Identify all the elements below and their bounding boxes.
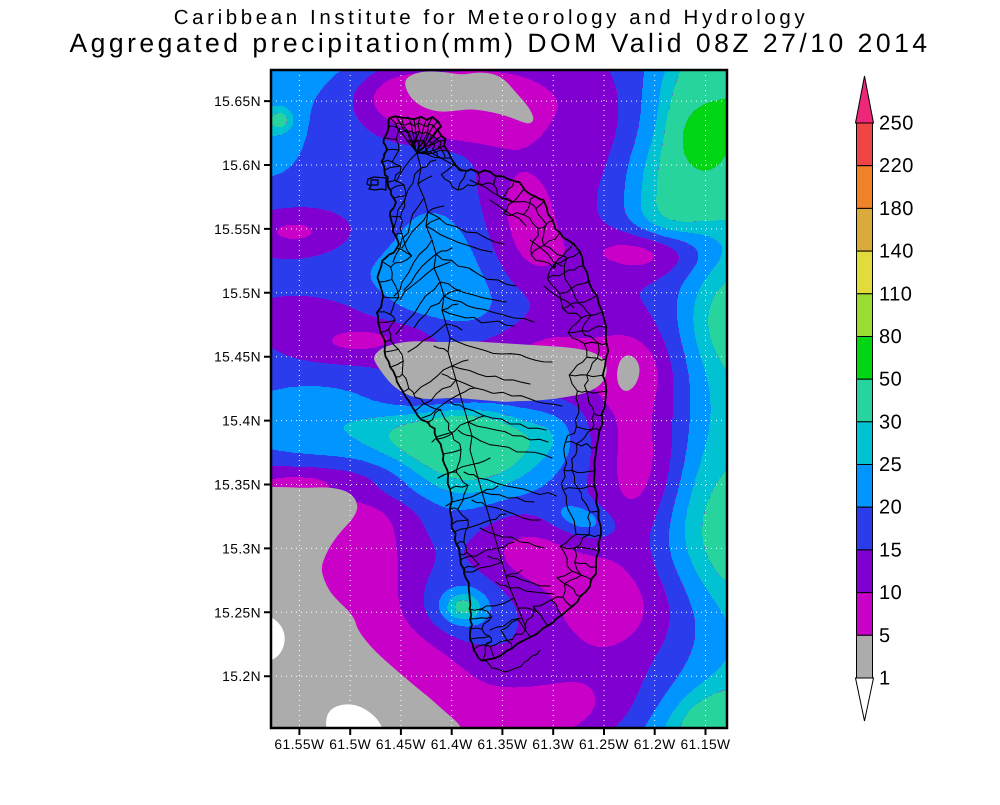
svg-text:15.3N: 15.3N	[222, 541, 261, 556]
svg-text:20: 20	[879, 497, 902, 519]
svg-text:15.35N: 15.35N	[214, 478, 261, 493]
svg-text:61.5W: 61.5W	[329, 737, 371, 752]
svg-text:61.55W: 61.55W	[274, 737, 324, 752]
svg-text:15.65N: 15.65N	[214, 94, 261, 109]
svg-text:61.35W: 61.35W	[477, 737, 527, 752]
svg-text:61.25W: 61.25W	[579, 737, 629, 752]
svg-text:180: 180	[879, 198, 914, 220]
svg-text:61.2W: 61.2W	[634, 737, 676, 752]
svg-text:15.4N: 15.4N	[222, 414, 261, 429]
svg-text:15.5N: 15.5N	[222, 286, 261, 301]
svg-text:61.4W: 61.4W	[431, 737, 473, 752]
svg-text:Caribbean Institute for Meteor: Caribbean Institute for Meteorology and …	[174, 6, 809, 29]
svg-text:50: 50	[879, 369, 902, 391]
svg-text:Aggregated precipitation(mm) D: Aggregated precipitation(mm) DOM Valid 0…	[69, 28, 930, 58]
svg-text:61.3W: 61.3W	[532, 737, 574, 752]
svg-text:15: 15	[879, 539, 902, 561]
svg-text:30: 30	[879, 411, 902, 433]
svg-text:15.25N: 15.25N	[214, 605, 261, 620]
svg-text:80: 80	[879, 326, 902, 348]
svg-text:10: 10	[879, 582, 902, 604]
svg-text:15.2N: 15.2N	[222, 669, 261, 684]
svg-text:1: 1	[879, 668, 891, 690]
svg-text:250: 250	[879, 113, 914, 135]
svg-text:5: 5	[879, 625, 891, 647]
svg-text:110: 110	[879, 283, 912, 305]
svg-text:15.6N: 15.6N	[222, 158, 261, 173]
svg-text:15.45N: 15.45N	[214, 350, 261, 365]
svg-text:220: 220	[879, 155, 914, 177]
svg-text:61.45W: 61.45W	[376, 737, 426, 752]
svg-text:61.15W: 61.15W	[681, 737, 731, 752]
svg-text:140: 140	[879, 241, 914, 263]
svg-text:15.55N: 15.55N	[214, 222, 261, 237]
svg-text:25: 25	[879, 454, 902, 476]
